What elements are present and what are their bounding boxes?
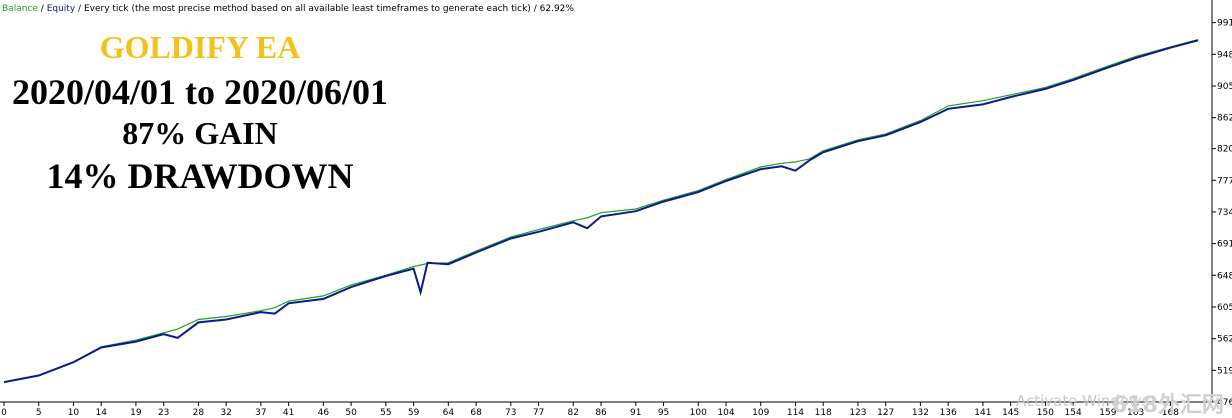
- y-tick-label: 991: [1217, 19, 1232, 29]
- x-tick-label: 46: [318, 408, 330, 418]
- watermark: Activate Windows: [1016, 392, 1149, 410]
- x-tick-label: 127: [877, 408, 894, 418]
- x-tick-label: 10: [68, 408, 80, 418]
- x-tick-label: 118: [815, 408, 832, 418]
- y-tick-label: 948: [1217, 50, 1232, 60]
- y-tick-label: 605: [1217, 303, 1232, 313]
- x-tick-label: 132: [912, 408, 929, 418]
- annotation: 14% DRAWDOWN: [46, 156, 353, 196]
- x-tick-label: 109: [752, 408, 769, 418]
- y-tick-label: 734: [1217, 208, 1232, 218]
- legend-entry: Balance: [2, 4, 38, 14]
- x-tick-label: 123: [849, 408, 866, 418]
- y-tick-label: 476: [1217, 398, 1232, 408]
- x-tick-label: 37: [255, 408, 266, 418]
- x-tick-label: 28: [193, 408, 205, 418]
- x-tick-label: 86: [595, 408, 607, 418]
- x-tick-label: 163: [1127, 408, 1144, 418]
- x-tick-label: 41: [283, 408, 294, 418]
- legend-entry: Equity: [47, 4, 76, 14]
- series-line: [3, 39, 1199, 384]
- x-tick-label: 0: [1, 408, 7, 418]
- x-tick-label: 82: [568, 408, 579, 418]
- header-method: Every tick (the most precise method base…: [84, 4, 531, 14]
- y-tick-label: 648: [1217, 271, 1232, 281]
- x-tick-label: 68: [470, 408, 482, 418]
- x-tick-label: 168: [1162, 408, 1179, 418]
- x-tick-label: 5: [36, 408, 42, 418]
- y-tick-label: 562: [1217, 335, 1232, 345]
- watermark: 618外汇网: [1112, 392, 1224, 418]
- x-tick-label: 136: [940, 408, 957, 418]
- separator: /: [78, 4, 82, 14]
- x-tick-label: 59: [408, 408, 420, 418]
- x-tick-label: 23: [158, 408, 169, 418]
- series-line: [3, 39, 1199, 383]
- separator: /: [534, 4, 538, 14]
- y-tick-label: 862: [1217, 114, 1232, 124]
- x-tick-label: 150: [1037, 408, 1054, 418]
- x-tick-label: 73: [505, 408, 516, 418]
- x-tick-label: 77: [533, 408, 544, 418]
- annotation: GOLDIFY EA: [100, 29, 301, 65]
- x-tick-label: 141: [974, 408, 991, 418]
- separator: /: [41, 4, 45, 14]
- x-tick-label: 50: [345, 408, 357, 418]
- x-tick-label: 64: [443, 408, 455, 418]
- y-tick-label: 777: [1217, 176, 1232, 186]
- x-tick-label: 100: [690, 408, 707, 418]
- x-tick-label: 159: [1099, 408, 1116, 418]
- x-tick-label: 154: [1065, 408, 1082, 418]
- x-tick-label: 19: [130, 408, 142, 418]
- header-percent: 62.92%: [540, 4, 575, 14]
- header: Balance / Equity / Every tick (the most …: [2, 4, 574, 14]
- x-tick-label: 14: [95, 408, 107, 418]
- y-tick-label: 519: [1217, 366, 1232, 376]
- x-tick-label: 95: [658, 408, 669, 418]
- x-tick-label: 114: [787, 408, 804, 418]
- y-tick-label: 905: [1217, 82, 1232, 92]
- x-tick-label: 145: [1002, 408, 1019, 418]
- x-tick-label: 32: [220, 408, 231, 418]
- x-tick-label: 104: [717, 408, 734, 418]
- y-tick-label: 820: [1217, 145, 1232, 155]
- x-tick-label: 55: [380, 408, 391, 418]
- annotation: 2020/04/01 to 2020/06/01: [12, 72, 388, 112]
- x-tick-label: 91: [630, 408, 641, 418]
- annotation: 87% GAIN: [122, 115, 278, 151]
- y-tick-label: 691: [1217, 240, 1232, 250]
